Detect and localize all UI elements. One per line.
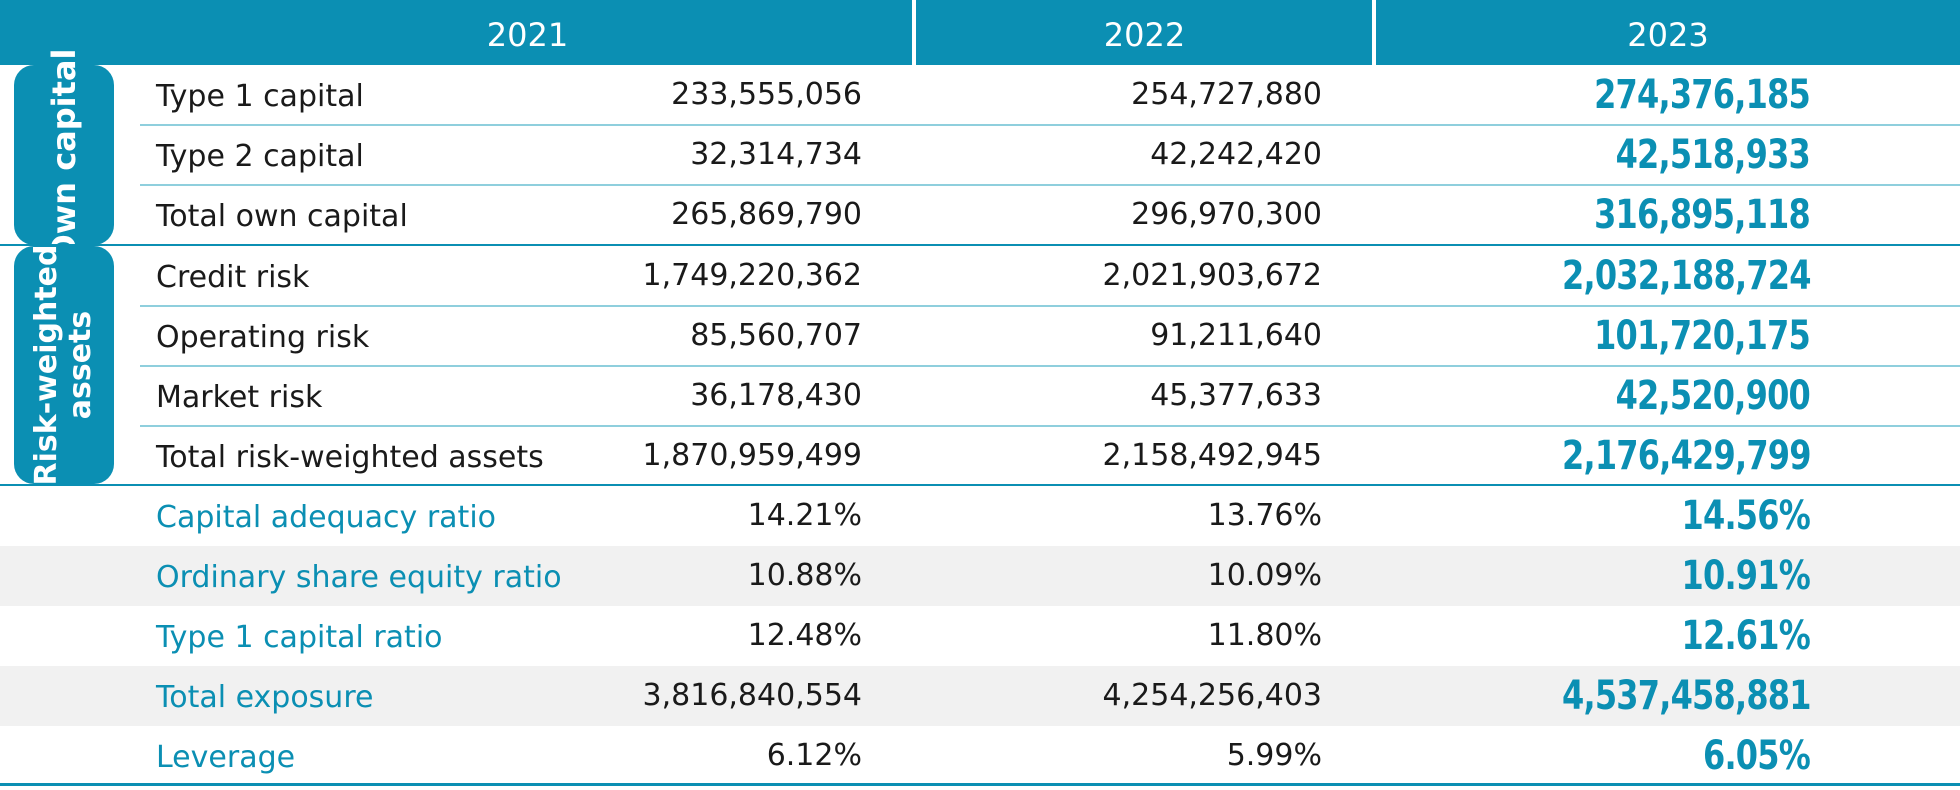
value-2023: 4,537,458,881 (1562, 673, 1812, 719)
value-2022: 4,254,256,403 (1102, 678, 1322, 713)
table-row: Type 1 capital ratio 12.48% 11.80% 12.61… (0, 606, 1960, 666)
value-2021: 1,870,959,499 (642, 438, 862, 473)
section-divider (0, 484, 1960, 486)
header-year-2022: 2022 (1103, 16, 1186, 54)
value-2022: 2,158,492,945 (1102, 438, 1322, 473)
row-label: Total risk-weighted assets (156, 440, 544, 475)
value-2023: 42,520,900 (1615, 373, 1811, 419)
row-divider (140, 365, 1960, 367)
value-2021: 1,749,220,362 (642, 258, 862, 293)
value-2022: 13.76% (1207, 498, 1322, 533)
value-2023: 42,518,933 (1615, 132, 1811, 178)
table-header: 2021 2022 2023 (0, 0, 1960, 65)
row-label: Ordinary share equity ratio (156, 560, 562, 595)
table-bottom-rule (0, 783, 1960, 786)
value-2022: 42,242,420 (1150, 137, 1322, 172)
table-row: Total exposure 3,816,840,554 4,254,256,4… (0, 666, 1960, 726)
table-row: Credit risk 1,749,220,362 2,021,903,672 … (0, 246, 1960, 306)
row-label: Capital adequacy ratio (156, 500, 497, 535)
table-row: Total risk-weighted assets 1,870,959,499… (0, 426, 1960, 486)
table-row: Operating risk 85,560,707 91,211,640 101… (0, 306, 1960, 366)
value-2021: 265,869,790 (671, 197, 862, 232)
value-2023: 6.05% (1702, 733, 1811, 779)
value-2022: 91,211,640 (1150, 318, 1322, 353)
table-row: Type 1 capital 233,555,056 254,727,880 2… (0, 65, 1960, 125)
value-2021: 14.21% (747, 498, 862, 533)
row-label: Total exposure (156, 680, 374, 715)
row-label: Type 1 capital ratio (156, 620, 443, 655)
table-row: Type 2 capital 32,314,734 42,242,420 42,… (0, 125, 1960, 185)
row-label: Operating risk (156, 320, 370, 355)
value-2021: 12.48% (747, 618, 862, 653)
value-2023: 14.56% (1681, 493, 1811, 539)
table-row: Market risk 36,178,430 45,377,633 42,520… (0, 366, 1960, 426)
value-2022: 296,970,300 (1131, 197, 1322, 232)
row-label: Type 1 capital (156, 79, 364, 114)
value-2021: 85,560,707 (690, 318, 862, 353)
value-2021: 36,178,430 (690, 378, 862, 413)
value-2021: 233,555,056 (671, 77, 862, 112)
value-2022: 45,377,633 (1150, 378, 1322, 413)
table-row: Leverage 6.12% 5.99% 6.05% (0, 726, 1960, 786)
header-year-2021: 2021 (486, 16, 569, 54)
table-row: Total own capital 265,869,790 296,970,30… (0, 185, 1960, 245)
table-row: Capital adequacy ratio 14.21% 13.76% 14.… (0, 486, 1960, 546)
row-divider (140, 305, 1960, 307)
header-divider (912, 0, 916, 65)
value-2022: 254,727,880 (1131, 77, 1322, 112)
value-2022: 10.09% (1207, 558, 1322, 593)
value-2022: 11.80% (1207, 618, 1322, 653)
value-2021: 6.12% (766, 738, 862, 773)
section-divider (0, 244, 1960, 246)
value-2022: 2,021,903,672 (1102, 258, 1322, 293)
row-label: Credit risk (156, 260, 310, 295)
value-2023: 316,895,118 (1594, 192, 1811, 238)
row-label: Total own capital (156, 199, 408, 234)
row-label: Leverage (156, 740, 296, 775)
row-label: Type 2 capital (156, 139, 364, 174)
value-2021: 3,816,840,554 (642, 678, 862, 713)
header-year-2023: 2023 (1627, 16, 1709, 54)
row-divider (140, 184, 1960, 186)
value-2023: 2,176,429,799 (1562, 433, 1812, 479)
row-divider (140, 425, 1960, 427)
value-2021: 10.88% (747, 558, 862, 593)
value-2023: 274,376,185 (1594, 72, 1811, 118)
value-2023: 101,720,175 (1594, 313, 1811, 359)
value-2022: 5.99% (1226, 738, 1322, 773)
header-divider (1372, 0, 1376, 65)
value-2021: 32,314,734 (690, 137, 862, 172)
group-label-own-capital: Own capital (14, 49, 114, 261)
value-2023: 12.61% (1681, 613, 1811, 659)
table-row: Ordinary share equity ratio 10.88% 10.09… (0, 546, 1960, 606)
value-2023: 2,032,188,724 (1562, 253, 1812, 299)
row-label: Market risk (156, 380, 323, 415)
group-label-risk-weighted-assets: Risk-weighted assets (14, 245, 114, 485)
value-2023: 10.91% (1681, 553, 1811, 599)
row-divider (140, 124, 1960, 126)
